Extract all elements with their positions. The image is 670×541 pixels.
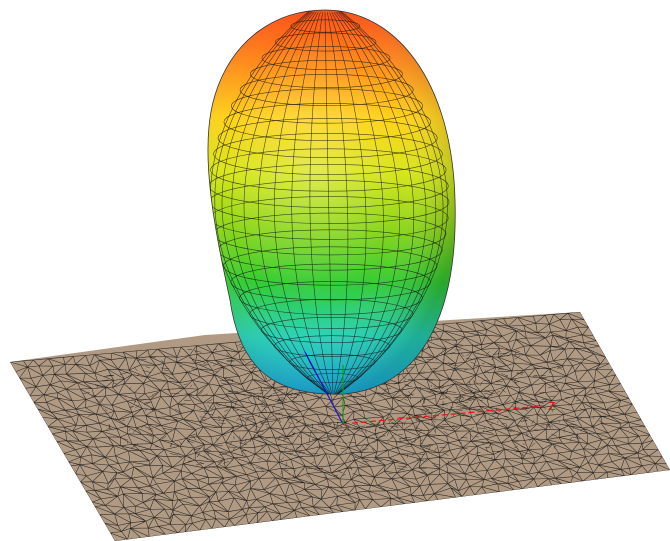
- lobe-meridian-line: [331, 12, 384, 395]
- lobe-meridian-line: [221, 10, 329, 395]
- radiation-lobe-shading: [207, 10, 456, 395]
- lobe-meridian-line: [335, 11, 415, 395]
- lobe-meridian-line: [337, 10, 444, 395]
- ground-mesh-refined-region: [83, 333, 607, 479]
- lobe-meridian-line: [329, 12, 367, 395]
- radiation-lobe-outline: [207, 9, 456, 395]
- x-axis: [304, 351, 344, 425]
- z-axis: [342, 405, 543, 425]
- lobe-meridian-line: [257, 11, 331, 395]
- lobe-meridian-line: [337, 10, 437, 395]
- lobe-meridian-line: [336, 11, 427, 395]
- lobe-meridian-line: [324, 12, 334, 395]
- lobe-meridian-line: [214, 10, 329, 395]
- lobe-meridian-line: [333, 11, 400, 395]
- lobe-meridian-line: [274, 12, 331, 395]
- lobe-meridian-line: [291, 12, 332, 395]
- z-axis-label: Z: [548, 400, 556, 413]
- lobe-meridian-line: [309, 12, 333, 395]
- coordinate-axes: Z: [304, 351, 556, 425]
- lobe-meridian-line: [327, 12, 349, 395]
- lobe-meridian-line: [337, 10, 448, 395]
- lobe-meridian-line: [243, 11, 330, 395]
- lobe-meridian-line: [231, 11, 330, 395]
